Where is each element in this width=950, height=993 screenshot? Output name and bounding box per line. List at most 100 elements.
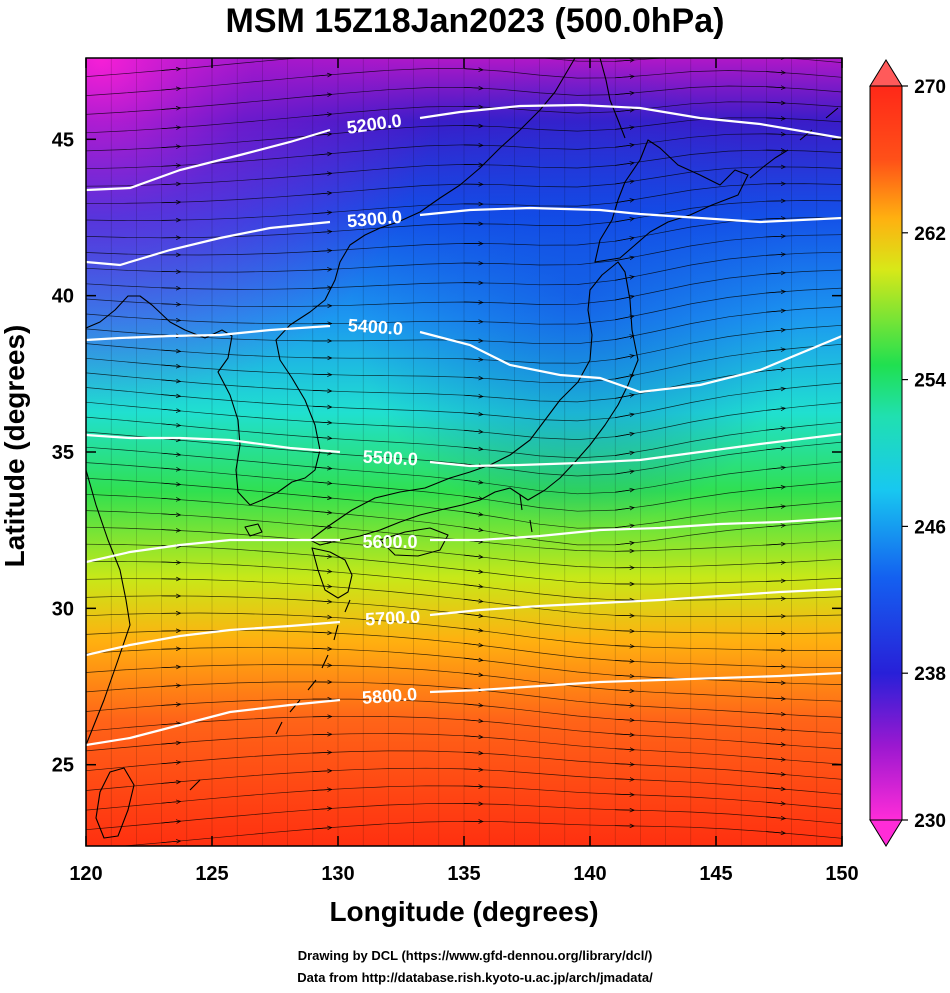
wind-arrow (312, 173, 332, 175)
wind-arrow (161, 782, 181, 784)
wind-arrow (615, 93, 634, 95)
colorbar-min-arrow (869, 819, 903, 847)
wind-arrow (463, 495, 483, 499)
wind-arrow (766, 773, 785, 775)
colorbar-tick-label: 262 (914, 224, 946, 245)
wind-arrow (312, 771, 332, 772)
wind-arrow (312, 251, 332, 252)
wind-arrow (312, 437, 332, 438)
wind-arrow (161, 801, 181, 803)
streamline (86, 183, 842, 221)
y-tick-label: 35 (52, 442, 74, 464)
wind-arrow (463, 752, 483, 753)
ryukyu-islands (189, 599, 351, 791)
contour-label-5600: 5600.0 (362, 532, 417, 552)
streamline (86, 561, 842, 601)
izu-islands (519, 494, 533, 533)
credit-data: Data from http://database.rish.kyoto-u.a… (297, 970, 653, 985)
contour-5600 (86, 516, 842, 564)
credit-drawing: Drawing by DCL (https://www.gfd-dennou.o… (297, 948, 653, 963)
wind-arrow (312, 570, 332, 572)
wind-arrow (766, 134, 785, 135)
wind-arrow (161, 649, 181, 650)
wind-arrow (615, 525, 634, 527)
wind-arrow (312, 496, 332, 498)
streamline (86, 767, 842, 795)
wind-arrow (161, 667, 181, 668)
wind-arrow (463, 629, 483, 631)
wind-arrow (161, 165, 181, 166)
streamline (86, 85, 842, 115)
geopotential-contours (86, 103, 842, 747)
chart-title: MSM 15Z18Jan2023 (500.0hPa) (225, 2, 725, 40)
wind-arrow (161, 453, 181, 455)
china-east-coast (86, 469, 131, 746)
wind-arrow (766, 506, 785, 508)
streamline (86, 133, 842, 170)
colorbar-max-arrow (869, 59, 903, 87)
contour-label-5400: 5400.0 (347, 315, 403, 339)
wind-arrow (312, 288, 332, 289)
wind-arrow (161, 304, 181, 305)
wind-arrow (312, 406, 332, 407)
shikoku (379, 527, 449, 557)
wind-arrow (766, 544, 785, 545)
wind-arrow (463, 479, 483, 483)
wind-arrow (463, 106, 483, 107)
wind-arrow (312, 601, 332, 602)
wind-arrow (312, 616, 332, 617)
wind-arrow (463, 720, 483, 722)
wind-arrow (161, 841, 181, 843)
y-axis-label: Latitude (degrees) (0, 324, 30, 568)
wind-arrow (463, 511, 483, 515)
wind-arrow (615, 200, 634, 204)
wind-arrow (312, 390, 332, 391)
streamline (86, 526, 842, 569)
wind-arrow (615, 414, 634, 418)
wind-arrow (161, 69, 181, 71)
x-tick-label: 135 (447, 863, 480, 885)
wind-arrow (615, 646, 634, 647)
wind-arrow (615, 76, 634, 78)
wind-arrow (161, 530, 181, 531)
wind-arrow (463, 340, 483, 341)
wind-arrow (766, 218, 785, 219)
wind-arrow (766, 273, 785, 274)
wind-arrow (766, 389, 785, 391)
wind-arrow (161, 108, 181, 110)
wind-arrow (766, 72, 785, 73)
wind-arrow (766, 369, 785, 371)
wind-arrow (766, 713, 785, 714)
wind-arrow (766, 349, 785, 351)
wind-arrow (463, 321, 483, 322)
wind-arrow (766, 87, 785, 88)
wind-arrow (463, 614, 483, 616)
contour-label-5300: 5300.0 (346, 207, 403, 232)
hokkaido (594, 139, 749, 263)
streamline (86, 382, 842, 422)
wind-arrow (766, 118, 785, 119)
wind-arrow (463, 736, 483, 737)
wind-arrow (312, 212, 332, 213)
wind-arrow (615, 355, 634, 360)
wind-arrow (766, 743, 785, 744)
taiwan (95, 767, 135, 839)
x-tick-label: 125 (195, 863, 228, 885)
wind-arrow (615, 734, 634, 735)
contour-5200 (86, 103, 842, 192)
wind-arrow (615, 257, 634, 261)
wind-arrow (615, 471, 634, 475)
wind-arrow (766, 467, 785, 469)
wind-arrow (312, 482, 332, 484)
wind-arrow (463, 673, 483, 675)
wind-arrow (312, 648, 332, 649)
wind-arrow (766, 562, 785, 563)
wind-arrow (463, 377, 483, 378)
contour-label-5800: 5800.0 (361, 684, 417, 708)
wind-arrow (615, 145, 634, 148)
y-axis: 25 30 35 40 45 (52, 129, 842, 777)
wind-arrow (161, 350, 181, 351)
wind-arrow (766, 292, 785, 293)
wind-arrow (463, 585, 483, 587)
